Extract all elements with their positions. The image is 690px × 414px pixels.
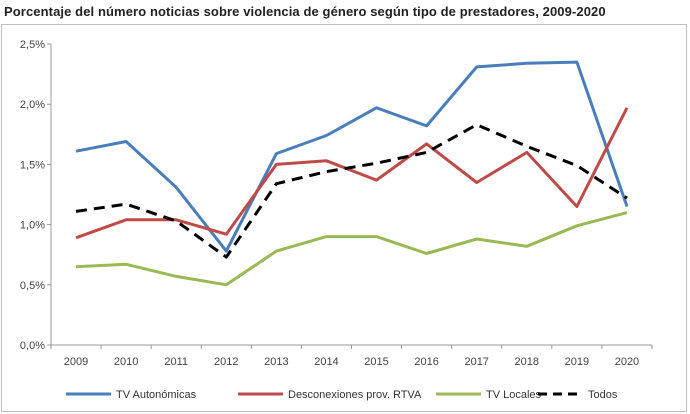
legend-label: Desconexiones prov. RTVA [288,389,422,401]
y-tick-label: 2,0% [20,99,45,111]
y-tick-label: 2,5% [20,39,45,51]
x-tick-label: 2013 [264,356,288,368]
legend-label: Todos [588,389,618,401]
chart-title: Porcentaje del número noticias sobre vio… [4,4,606,19]
x-tick-label: 2016 [414,356,438,368]
x-tick-label: 2018 [515,356,539,368]
x-tick-label: 2009 [64,356,88,368]
x-tick-label: 2017 [464,356,488,368]
series-line-3 [75,123,628,259]
legend-label: TV Autonómicas [116,389,197,401]
series-line-0 [75,60,629,253]
y-tick-label: 1,0% [20,220,45,232]
chart-frame [1,24,687,412]
x-tick-label: 2010 [114,356,138,368]
x-tick-label: 2012 [214,356,238,368]
series-line-1 [75,107,629,240]
x-tick-label: 2019 [565,356,589,368]
y-tick-label: 0,0% [20,340,45,352]
x-tick-label: 2011 [164,356,188,368]
x-tick-label: 2015 [364,356,388,368]
series-line-2 [75,211,628,287]
x-tick-label: 2014 [314,356,338,368]
x-tick-label: 2020 [615,356,639,368]
legend-label: TV Locales [486,389,542,401]
y-tick-label: 0,5% [20,280,45,292]
y-tick-label: 1,5% [20,159,45,171]
